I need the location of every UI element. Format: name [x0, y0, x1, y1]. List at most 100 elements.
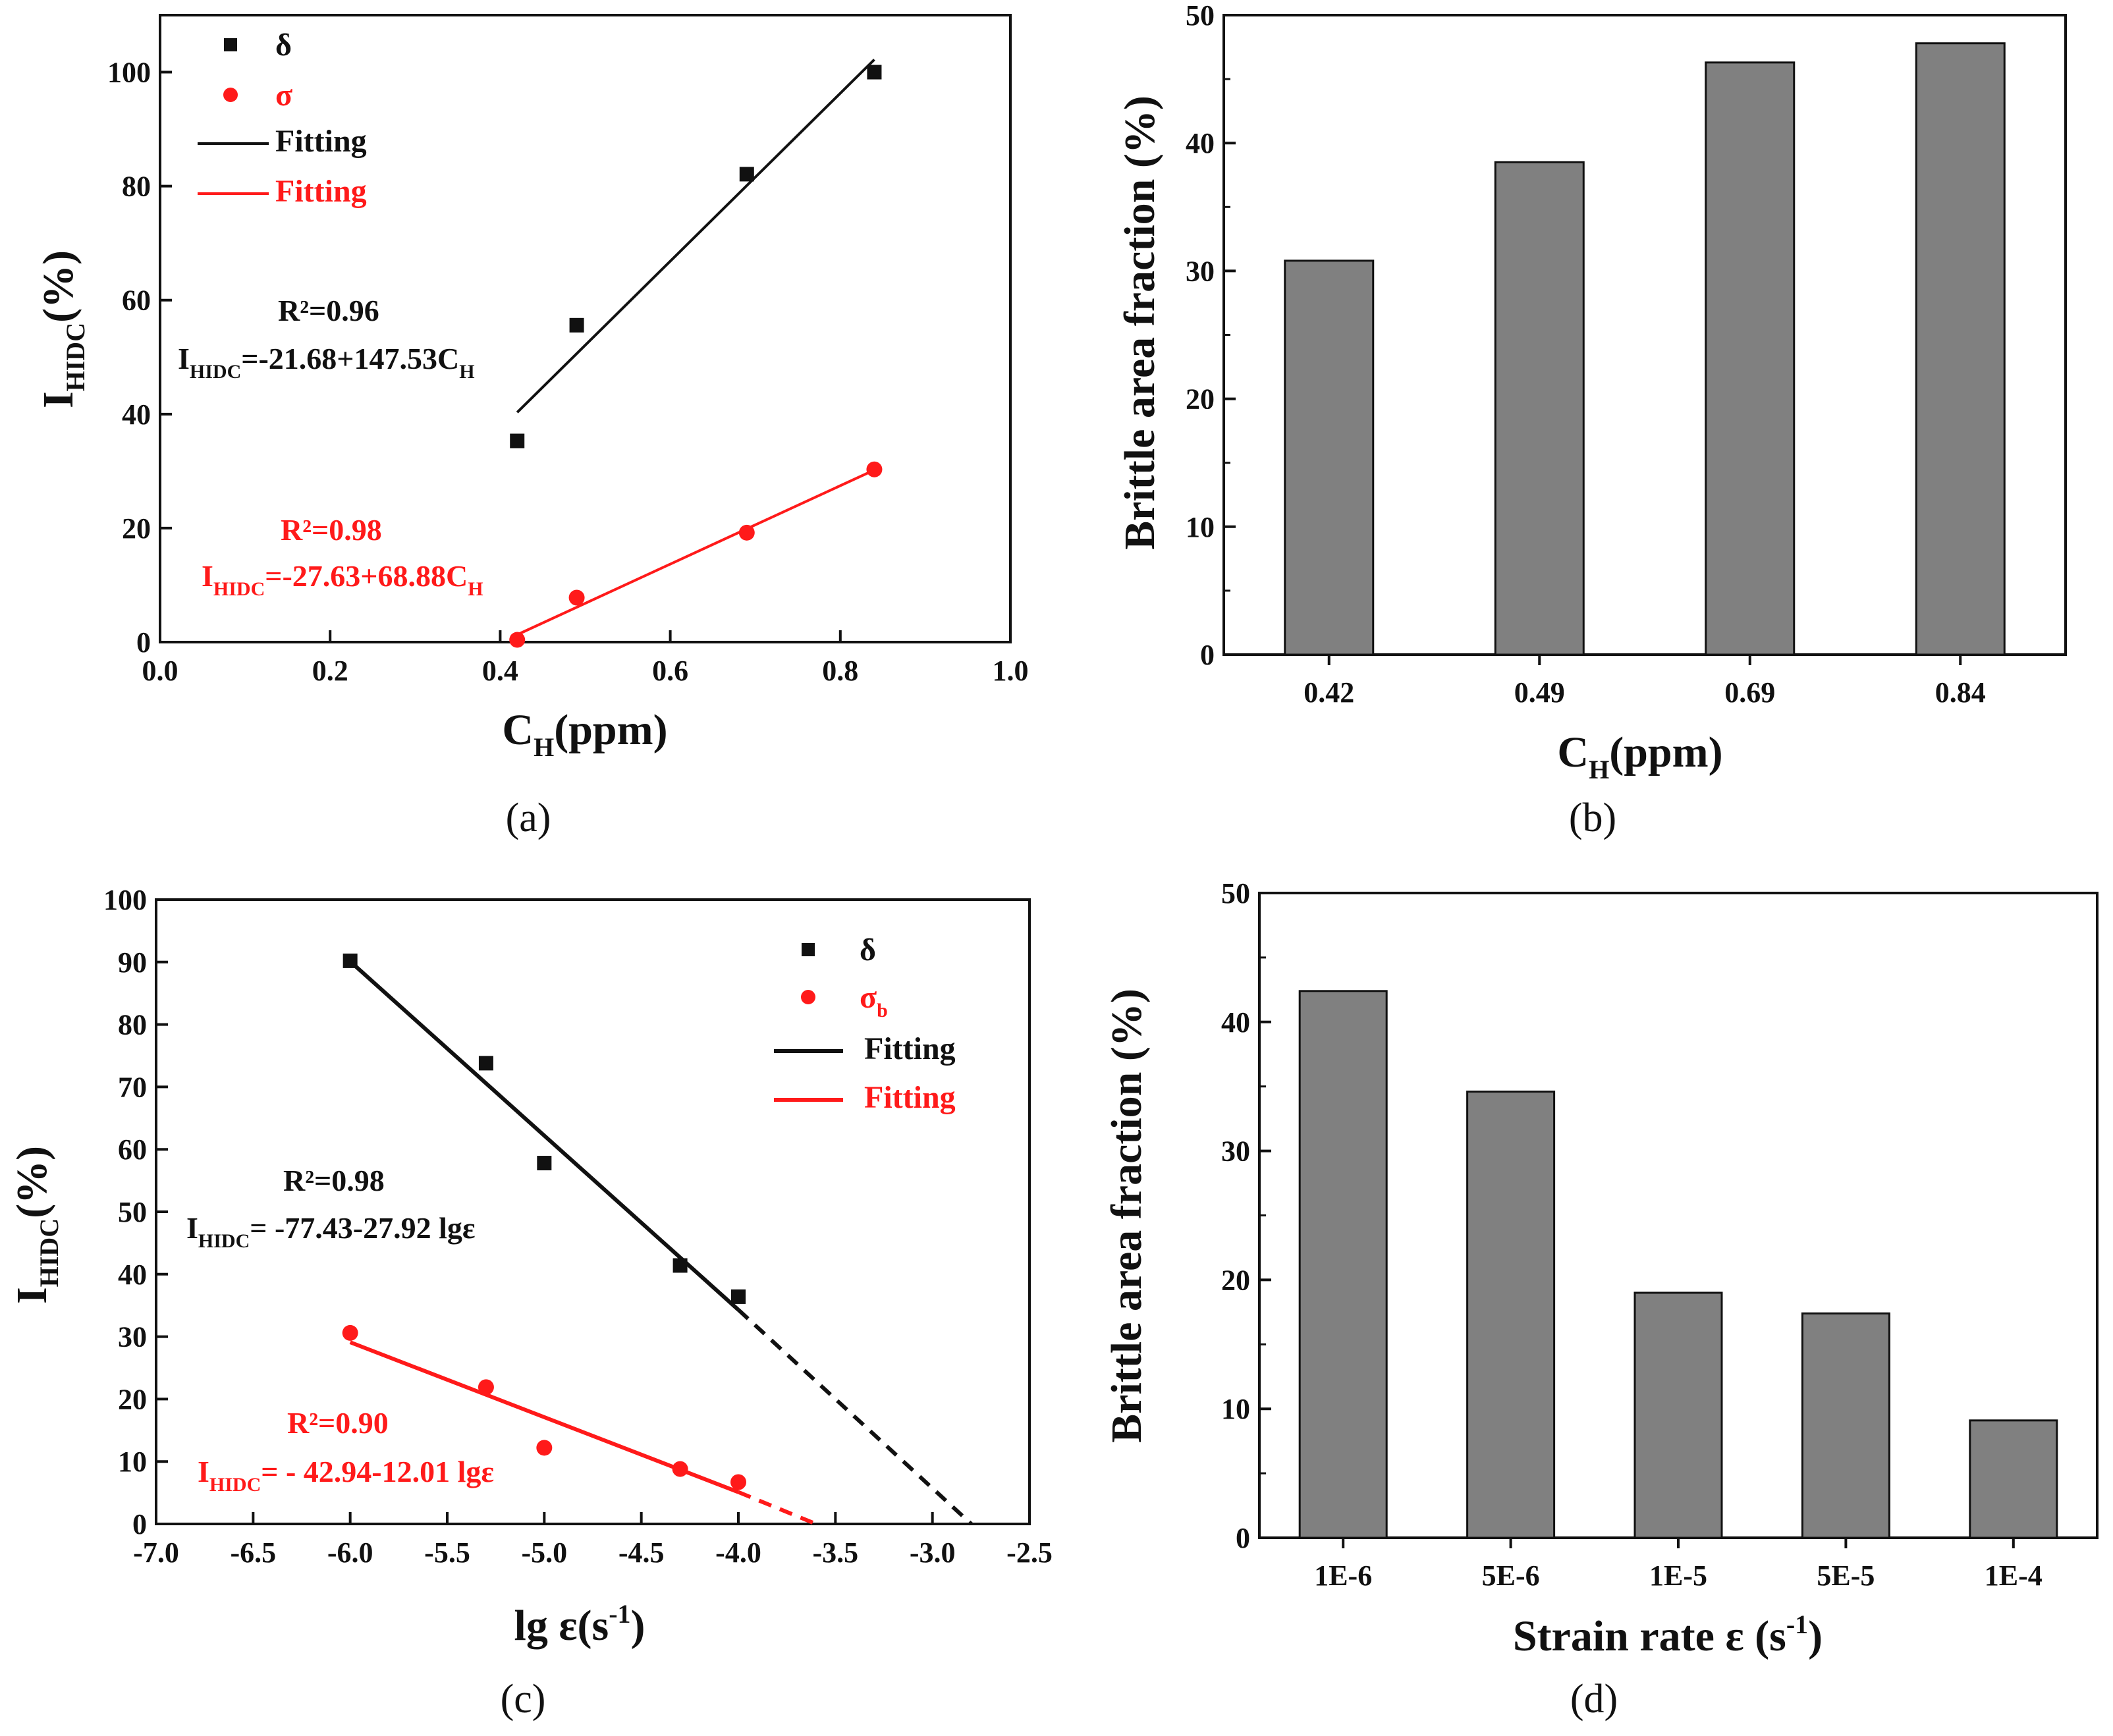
y-tick-label: 0	[136, 626, 151, 659]
y-tick-label: 10	[118, 1446, 147, 1478]
eq-main: I	[178, 342, 190, 375]
data-point	[739, 167, 754, 182]
fit-equation: IHIDC= - 42.94-12.01 lgε	[198, 1455, 494, 1496]
eq-sub: HIDC	[190, 361, 241, 383]
data-point	[537, 1156, 552, 1171]
x-axis-label-main: lg ε(s	[514, 1602, 609, 1650]
bar	[1284, 259, 1375, 656]
y-tick-label: 40	[122, 398, 151, 431]
legend-label: δ	[275, 28, 292, 63]
bar	[1915, 42, 2006, 656]
y-tick-label: 40	[1186, 127, 1215, 159]
eq-main: I	[198, 1455, 209, 1488]
x-axis-label-tail: )	[1808, 1612, 1823, 1660]
bar	[1801, 1312, 1890, 1539]
legend-label: Fitting	[864, 1031, 956, 1066]
eq-body: = - 42.94-12.01 lgε	[261, 1455, 494, 1488]
data-point	[478, 1056, 493, 1071]
legend-label: σ	[275, 78, 292, 113]
y-tick-label: 50	[1186, 0, 1215, 32]
r-squared-label: R²=0.98	[283, 1164, 385, 1197]
x-tick-label: 0.84	[1935, 676, 1986, 709]
y-tick-label: 10	[1221, 1393, 1250, 1425]
data-point	[730, 1474, 746, 1490]
y-tick-label: 80	[122, 171, 151, 203]
x-tick-label: 1E-6	[1314, 1560, 1372, 1592]
x-axis-label: CH(ppm)	[1557, 728, 1722, 784]
x-tick-label: -3.5	[813, 1536, 859, 1569]
data-point	[569, 317, 584, 333]
series-delta	[510, 59, 882, 448]
panel-caption: (d)	[1570, 1677, 1618, 1722]
x-axis-label-sup: -1	[609, 1599, 630, 1629]
data-point	[510, 433, 525, 448]
legend-label-main: δ	[860, 933, 876, 967]
legend-label: Fitting	[275, 174, 367, 209]
x-axis-label-sub: H	[534, 732, 554, 762]
y-axis-label-sub: HIDC	[34, 1218, 64, 1287]
y-tick-label: 0	[1200, 639, 1215, 671]
legend-label: δ	[860, 933, 876, 967]
y-tick-label: 30	[1186, 255, 1215, 287]
panel-a-scatter-chart: 0 20 40 60 80 100 0.0 0.2 0.4 0.6 0.8 1.0 δσ Fitting F…	[34, 14, 1029, 840]
x-tick-label: -7.0	[133, 1536, 179, 1569]
y-tick-label: 60	[118, 1133, 147, 1166]
x-axis-label: CH(ppm)	[502, 706, 667, 762]
panel-caption: (b)	[1569, 796, 1616, 840]
x-axis-label-sup: -1	[1786, 1610, 1808, 1639]
data-point	[509, 632, 526, 648]
eq-main: I	[186, 1211, 198, 1245]
panel-caption: (c)	[501, 1677, 546, 1722]
r-squared-label: R²=0.96	[278, 294, 379, 327]
data-point	[568, 589, 585, 606]
x-tick-label: 0.8	[822, 655, 858, 687]
x-axis-label-sub: H	[1589, 755, 1609, 784]
legend-label-main: σ	[860, 980, 877, 1015]
y-axis-label: Brittle area fraction (%)	[1116, 95, 1164, 550]
extrapolation-line	[736, 1308, 973, 1526]
y-tick-label: 20	[118, 1383, 147, 1415]
eq-sub: HIDC	[209, 1474, 261, 1496]
x-tick-label: 0.2	[312, 655, 348, 687]
x-tick-label: 1E-5	[1649, 1560, 1707, 1592]
y-tick-label: 20	[122, 512, 151, 545]
r-squared-label: R²=0.90	[287, 1406, 389, 1440]
eq-body: =-27.63+68.88C	[265, 559, 468, 593]
y-tick-label: 50	[1221, 877, 1250, 909]
legend-label-sub: b	[877, 1000, 888, 1021]
y-axis-label: IHIDC(%)	[8, 1146, 64, 1304]
y-tick-label: 40	[1221, 1006, 1250, 1039]
x-tick-label: 0.69	[1724, 676, 1775, 709]
x-tick-label: -6.5	[231, 1536, 277, 1569]
y-axis-label-sub: HIDC	[61, 323, 90, 391]
eq-sub2: H	[459, 361, 474, 383]
data-point	[731, 1289, 746, 1304]
eq-body: =-21.68+147.53C	[241, 342, 459, 375]
series-delta	[343, 953, 973, 1526]
bar	[1633, 1291, 1723, 1539]
eq-body: = -77.43-27.92 lgε	[250, 1211, 475, 1245]
bar	[1705, 61, 1796, 656]
x-tick-label: -6.0	[327, 1536, 373, 1569]
legend-label: Fitting	[864, 1080, 956, 1115]
y-tick-label: 10	[1186, 511, 1215, 543]
x-tick-label: -2.5	[1006, 1536, 1053, 1569]
eq-sub: HIDC	[213, 578, 265, 600]
x-tick-label: 0.42	[1303, 676, 1354, 709]
y-tick-label: 60	[122, 285, 151, 317]
x-tick-label: 0.0	[142, 655, 178, 687]
y-axis-label: Brittle area fraction (%)	[1103, 989, 1151, 1443]
panel-d-bar-chart: 0 10 20 30 40 50 1E-6 5E-6 1E-5 5E-5 1E-4 Strain ra…	[1103, 877, 2099, 1722]
x-tick-label: 0.4	[482, 655, 518, 687]
panel-b-bar-chart: 0 10 20 30 40 50 0.42 0.49 0.69 0.84 CH(ppm) Brittl…	[1116, 0, 2067, 840]
y-tick-label: 20	[1186, 383, 1215, 416]
y-tick-label: 30	[1221, 1135, 1250, 1168]
series-sigma	[342, 1324, 817, 1526]
x-tick-label: -4.5	[618, 1536, 665, 1569]
fit-equation: IHIDC=-21.68+147.53CH	[178, 342, 475, 383]
fit-line	[516, 59, 875, 414]
data-point	[672, 1258, 688, 1273]
y-axis-label: IHIDC(%)	[34, 250, 90, 408]
x-axis-label-tail: (ppm)	[1609, 728, 1722, 776]
